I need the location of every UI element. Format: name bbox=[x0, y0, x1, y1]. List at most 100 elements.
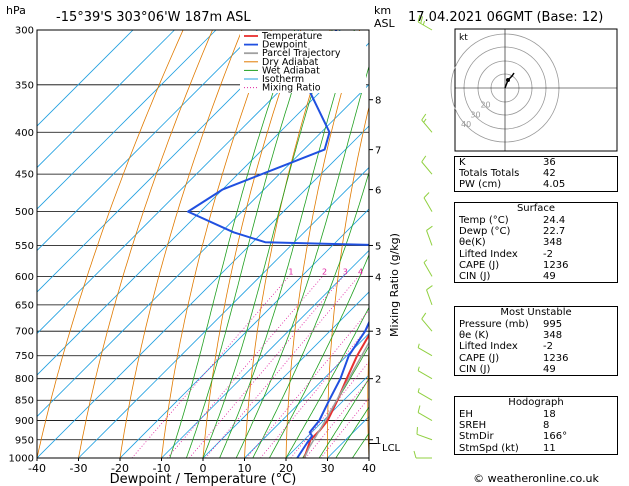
isotherm-line bbox=[37, 83, 369, 418]
row-label: Lifted Index bbox=[459, 248, 518, 260]
row-value: 1236 bbox=[543, 352, 569, 364]
km-tick-label: 2 bbox=[375, 375, 381, 386]
series-parcel-trajectory-line bbox=[303, 341, 369, 458]
wind-barb-half-flag bbox=[423, 259, 428, 263]
wind-barb-staff bbox=[417, 347, 433, 357]
isotherm-line bbox=[78, 166, 369, 458]
km-tick-label: 6 bbox=[375, 186, 381, 197]
table-row: Lifted Index -2 bbox=[455, 341, 617, 352]
wind-barb bbox=[426, 285, 433, 306]
dry-adiabat-line bbox=[367, 337, 369, 458]
row-value: 4.05 bbox=[543, 179, 566, 191]
hodograph-table: Hodograph EH 18 SREH 8 StmDir 166° StmSpd (kt)… bbox=[454, 396, 618, 455]
temperature-tick-label: 30 bbox=[321, 462, 335, 475]
isotherm-line bbox=[161, 249, 369, 458]
km-tick-label: 4 bbox=[375, 272, 381, 283]
mixing-ratio-label: 16 bbox=[436, 267, 446, 276]
wind-barb-half-flag bbox=[423, 118, 427, 123]
wind-barb-staff bbox=[417, 412, 433, 421]
isotherm-line bbox=[37, 30, 258, 252]
row-value: 1236 bbox=[543, 259, 569, 271]
wind-barb bbox=[421, 155, 433, 175]
series-dewpoint-line bbox=[187, 30, 369, 458]
mixing-ratio-line bbox=[131, 276, 290, 458]
legend-item-wet-adiabat: Wet Adiabat bbox=[262, 65, 320, 76]
wind-barb-flag bbox=[421, 312, 427, 320]
row-label: Temp (°C) bbox=[459, 215, 509, 226]
legend-item-temperature: Temperature bbox=[261, 31, 322, 42]
temperature-tick-label: -40 bbox=[28, 462, 46, 475]
pressure-tick-label: 450 bbox=[15, 170, 34, 181]
pressure-tick-label: 350 bbox=[15, 80, 34, 91]
dry-adiabat-line bbox=[37, 30, 184, 458]
wind-barb-flag bbox=[417, 14, 421, 23]
wind-barb-staff bbox=[416, 433, 433, 441]
hodograph-box bbox=[454, 28, 618, 152]
table-row: SREH 8 bbox=[455, 420, 617, 431]
table-row: Temp (°C) 24.4 bbox=[455, 215, 617, 226]
wet-adiabat-line bbox=[202, 30, 333, 458]
series-temperature-line bbox=[303, 333, 369, 458]
wind-barb bbox=[417, 14, 433, 31]
wind-barb-staff bbox=[417, 391, 433, 401]
row-value: 995 bbox=[543, 319, 563, 330]
table-row: θe(K) 348 bbox=[455, 237, 617, 248]
temperature-tick-label: 10 bbox=[238, 462, 252, 475]
wind-barb-flag bbox=[423, 192, 430, 199]
wind-barb bbox=[417, 405, 433, 421]
legend-item-mixing-ratio: Mixing Ratio bbox=[262, 83, 321, 94]
pressure-tick-label: 500 bbox=[15, 207, 34, 218]
wind-barb bbox=[413, 450, 432, 459]
x-axis-label: Dewpoint / Temperature (°C) bbox=[110, 472, 297, 486]
wind-barb-staff bbox=[423, 262, 433, 277]
wet-adiabat-line bbox=[285, 306, 369, 458]
table-row: PW (cm) 4.05 bbox=[455, 179, 617, 190]
row-label: CIN (J) bbox=[459, 363, 491, 375]
dry-adiabat-line bbox=[78, 30, 213, 458]
copyright-text: © weatheronline.co.uk bbox=[473, 472, 599, 485]
mixing-ratio-line bbox=[290, 361, 369, 458]
pressure-tick-label: 550 bbox=[15, 241, 34, 252]
row-label: Totals Totals bbox=[459, 168, 520, 180]
hodograph-ring-label: 30 bbox=[470, 111, 480, 120]
wind-barb bbox=[417, 343, 433, 357]
wind-barb-flag bbox=[416, 426, 418, 435]
wind-barb-staff bbox=[421, 119, 433, 133]
row-label: StmDir bbox=[459, 431, 494, 443]
row-label: Dewp (°C) bbox=[459, 226, 511, 238]
isotherm-line bbox=[37, 30, 175, 169]
wind-barb bbox=[421, 312, 433, 332]
table-row: θe (K) 348 bbox=[455, 330, 617, 341]
row-label: θe(K) bbox=[459, 237, 486, 249]
row-value: 348 bbox=[543, 237, 563, 249]
wind-barb bbox=[417, 388, 433, 401]
lcl-label: LCL bbox=[382, 443, 401, 454]
wind-barb bbox=[423, 192, 433, 212]
legend-item-dewpoint: Dewpoint bbox=[262, 40, 307, 51]
most-unstable-table: Most Unstable Pressure (mb) 995 θe (K) 348 L… bbox=[454, 306, 618, 376]
pressure-tick-label: 1000 bbox=[9, 454, 34, 465]
row-value: 24.4 bbox=[543, 215, 566, 226]
surface-table: Surface Temp (°C) 24.4 Dewp (°C) 22.7 θe(K) 3… bbox=[454, 202, 618, 284]
row-label: EH bbox=[459, 409, 473, 420]
wind-barb-flag bbox=[421, 113, 427, 121]
hodograph-ring-label: 20 bbox=[480, 100, 490, 109]
dry-adiabat-line bbox=[161, 30, 272, 458]
row-label: Lifted Index bbox=[459, 341, 518, 353]
wind-barb-half-flag bbox=[417, 366, 420, 371]
km-tick-label: 8 bbox=[375, 96, 381, 107]
mixing-ratio-line bbox=[246, 309, 369, 458]
legend-item-dry-adiabat: Dry Adiabat bbox=[262, 57, 319, 68]
table-row: Totals Totals 42 bbox=[455, 168, 617, 179]
hodograph-ring-label: 40 bbox=[461, 120, 471, 129]
wind-barb-staff bbox=[426, 289, 433, 306]
km-tick-label: 1 bbox=[375, 436, 381, 447]
isotherm-line bbox=[37, 30, 300, 293]
temperature-tick-label: 20 bbox=[279, 462, 293, 475]
pressure-tick-label: 750 bbox=[15, 351, 34, 362]
wet-adiabat-line bbox=[219, 30, 355, 458]
row-value: 11 bbox=[543, 442, 556, 454]
row-value: 166° bbox=[543, 431, 568, 443]
row-value: 8 bbox=[543, 420, 550, 432]
